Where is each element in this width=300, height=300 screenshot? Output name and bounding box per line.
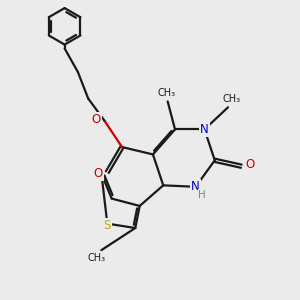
Text: O: O bbox=[245, 158, 255, 171]
Text: H: H bbox=[198, 190, 206, 200]
Text: O: O bbox=[92, 112, 101, 126]
Text: CH₃: CH₃ bbox=[157, 88, 175, 98]
Text: CH₃: CH₃ bbox=[88, 254, 106, 263]
Text: CH₃: CH₃ bbox=[223, 94, 241, 104]
Text: N: N bbox=[191, 180, 200, 193]
Text: O: O bbox=[94, 167, 103, 180]
Text: S: S bbox=[103, 219, 111, 232]
Text: N: N bbox=[200, 123, 209, 136]
